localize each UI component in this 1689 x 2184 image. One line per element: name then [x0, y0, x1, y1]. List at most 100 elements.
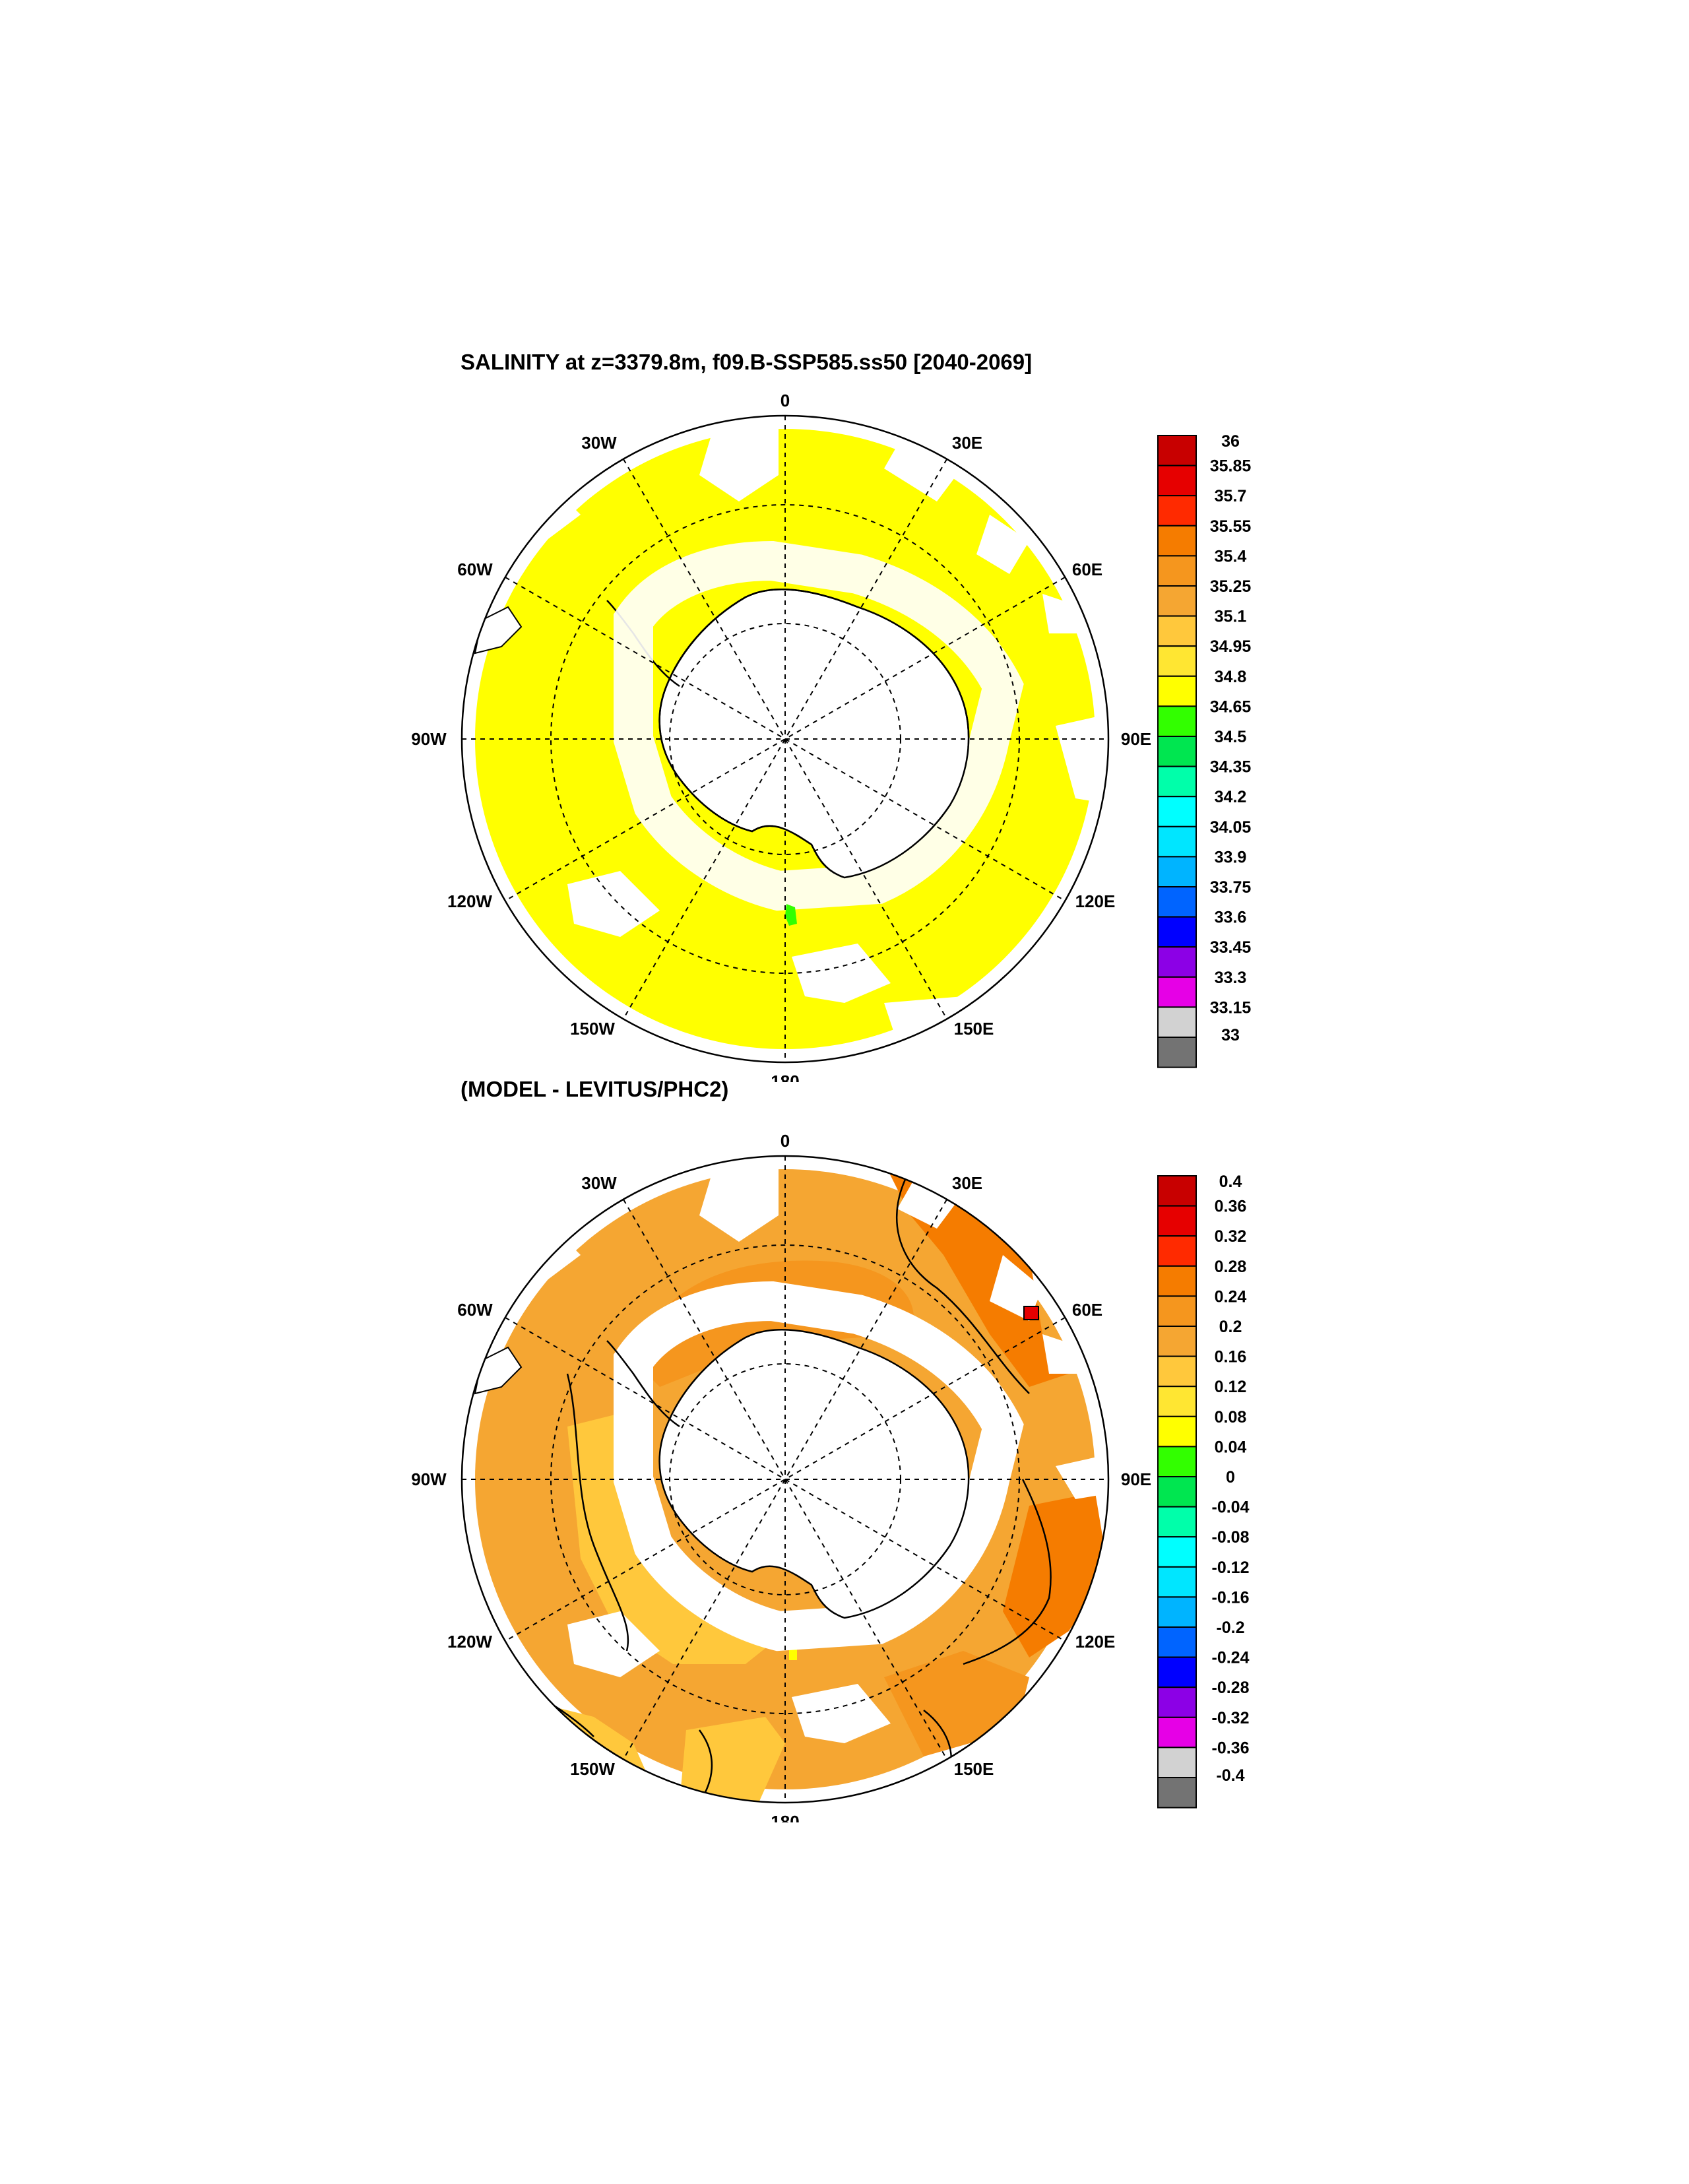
colorbar-swatch — [1157, 916, 1197, 948]
colorbar-level-label: 34.5 — [1215, 728, 1247, 746]
lon-label-150w: 150W — [570, 1759, 615, 1779]
polar-map: 0 180 90W 90E 30W 30E 60W 60E 120W 120E … — [411, 391, 1252, 1082]
colorbar-swatch — [1157, 1626, 1197, 1658]
missing-data-patch — [699, 416, 779, 501]
colorbar-level-label: -0.36 — [1212, 1739, 1250, 1757]
colorbar-level-label: 0.04 — [1215, 1438, 1247, 1456]
colorbar-swatch — [1157, 1355, 1197, 1388]
colorbar-swatch — [1157, 555, 1197, 587]
colorbar-level-label: 0.12 — [1215, 1378, 1247, 1396]
salinity-panel: SALINITY at z=3379.8m, f09.B-SSP585.ss50… — [0, 343, 1689, 1082]
graticule — [462, 416, 1108, 1062]
colorbar-level-label: 0 — [1226, 1468, 1235, 1487]
antarctica-peninsula — [606, 1340, 680, 1428]
colorbar-swatch — [1157, 946, 1197, 978]
colorbar-swatch — [1157, 1446, 1197, 1478]
lon-label-90w: 90W — [411, 729, 447, 749]
missing-data-patch — [792, 944, 891, 1003]
lon-label-120e: 120E — [1075, 1632, 1116, 1652]
colorbar-level-label: -0.12 — [1212, 1558, 1250, 1577]
colorbar-level-label: 33.75 — [1210, 878, 1252, 897]
colorbar-level-label: 34.95 — [1210, 637, 1252, 656]
colorbar-swatch — [1157, 976, 1197, 1008]
anomaly-zone-0.28 — [1003, 1493, 1108, 1657]
green-anomaly-spot — [785, 904, 797, 926]
missing-data-patch — [792, 1684, 891, 1743]
colorbar-swatch — [1157, 705, 1197, 738]
lon-label-60e: 60E — [1072, 1300, 1102, 1320]
colorbar-swatch — [1157, 615, 1197, 647]
colorbar-level-label: 33.15 — [1210, 998, 1252, 1017]
polar-map: 0 180 90W 90E 30W 30E 60W 60E 120W 120E … — [411, 1131, 1250, 1822]
colorbar-level-label: -0.32 — [1212, 1709, 1250, 1727]
antarctica-coastline — [658, 589, 970, 879]
lon-label-90e: 90E — [1121, 729, 1151, 749]
lon-label-150e: 150E — [954, 1019, 994, 1039]
missing-data-patch — [699, 1156, 779, 1242]
missing-data-patch — [884, 996, 963, 1043]
colorbar-swatch — [1157, 1596, 1197, 1628]
colorbar-level-label: -0.2 — [1216, 1619, 1244, 1637]
colorbar-level-label: 33.3 — [1215, 969, 1247, 987]
colorbar-swatch — [1157, 825, 1197, 858]
anomaly-zone-0.12 — [680, 1717, 785, 1803]
colorbar-level-label: 33.9 — [1215, 848, 1247, 866]
missing-data-patch — [990, 1255, 1042, 1321]
map-boundary — [461, 414, 1110, 1064]
antarctica-landmass — [658, 1329, 970, 1619]
map-disc — [462, 416, 1108, 1062]
colorbar-swatch — [1157, 435, 1197, 466]
lon-label-90w: 90W — [411, 1469, 447, 1489]
lon-label-60e: 60E — [1072, 560, 1102, 579]
colorbar-level-label: 0.16 — [1215, 1348, 1247, 1366]
colorbar-level-label: -0.24 — [1212, 1649, 1250, 1667]
colorbar-level-label: -0.28 — [1212, 1679, 1250, 1697]
colorbar-swatch — [1157, 1506, 1197, 1538]
colorbar-swatch — [1157, 856, 1197, 888]
lon-label-150w: 150W — [570, 1019, 615, 1039]
colorbar-level-label: 35.4 — [1215, 547, 1247, 565]
colorbar-level-label: -0.04 — [1212, 1498, 1250, 1517]
max-anomaly-spot — [1023, 1306, 1039, 1320]
colorbar-level-label: 0.36 — [1215, 1198, 1247, 1216]
lon-label-180: 180 — [771, 1072, 799, 1082]
lon-label-30w: 30W — [581, 433, 617, 453]
colorbar-level-label: 0.32 — [1215, 1227, 1247, 1246]
missing-data-patch — [1056, 1453, 1108, 1499]
lon-label-30e: 30E — [952, 1173, 982, 1193]
colorbar-swatch — [1157, 1175, 1197, 1207]
colorbar-swatch — [1157, 1235, 1197, 1267]
colorbar-swatch — [1157, 585, 1197, 617]
lon-label-120w: 120W — [447, 1632, 492, 1652]
colorbar-swatch — [1157, 645, 1197, 677]
lon-label-30e: 30E — [952, 433, 982, 453]
colorbar-swatch — [1157, 1536, 1197, 1568]
panel-title: (MODEL - LEVITUS/PHC2) — [461, 1077, 729, 1101]
colorbar-level-label: 34.35 — [1210, 758, 1252, 777]
colorbar-level-label: 33.6 — [1215, 909, 1247, 927]
colorbar-level-label: 33 — [1221, 1026, 1240, 1044]
colorbar-level-label: 0.2 — [1219, 1318, 1242, 1336]
lon-label-90e: 90E — [1121, 1469, 1151, 1489]
colorbar-level-label: 36 — [1221, 432, 1240, 451]
map-disc — [462, 1156, 1108, 1803]
colorbar-swatch — [1157, 495, 1197, 527]
colorbar-swatch — [1157, 1566, 1197, 1598]
colorbar: 0.4 0.36 0.32 0.28 0.24 0.2 0.16 0.12 0.08 0.04 0 -… — [1157, 1172, 1250, 1809]
colorbar-level-label: 35.7 — [1215, 487, 1247, 505]
colorbar-level-label: 35.25 — [1210, 577, 1252, 596]
colorbar-swatch — [1157, 1006, 1197, 1039]
lon-label-120w: 120W — [447, 891, 492, 911]
colorbar-swatch — [1157, 1777, 1197, 1809]
colorbar-level-label: -0.4 — [1216, 1766, 1244, 1785]
map-boundary — [461, 1155, 1110, 1804]
colorbar-level-label: 34.05 — [1210, 818, 1252, 837]
colorbar-swatch — [1157, 765, 1197, 798]
lon-label-0: 0 — [781, 1131, 790, 1151]
missing-data-patch — [1056, 713, 1108, 805]
panel-title: SALINITY at z=3379.8m, f09.B-SSP585.ss50… — [461, 350, 1033, 374]
colorbar-level-label: 34.8 — [1215, 668, 1247, 686]
lon-label-120e: 120E — [1075, 891, 1116, 911]
colorbar-swatch — [1157, 1326, 1197, 1357]
colorbar-level-label: 33.45 — [1210, 938, 1252, 957]
